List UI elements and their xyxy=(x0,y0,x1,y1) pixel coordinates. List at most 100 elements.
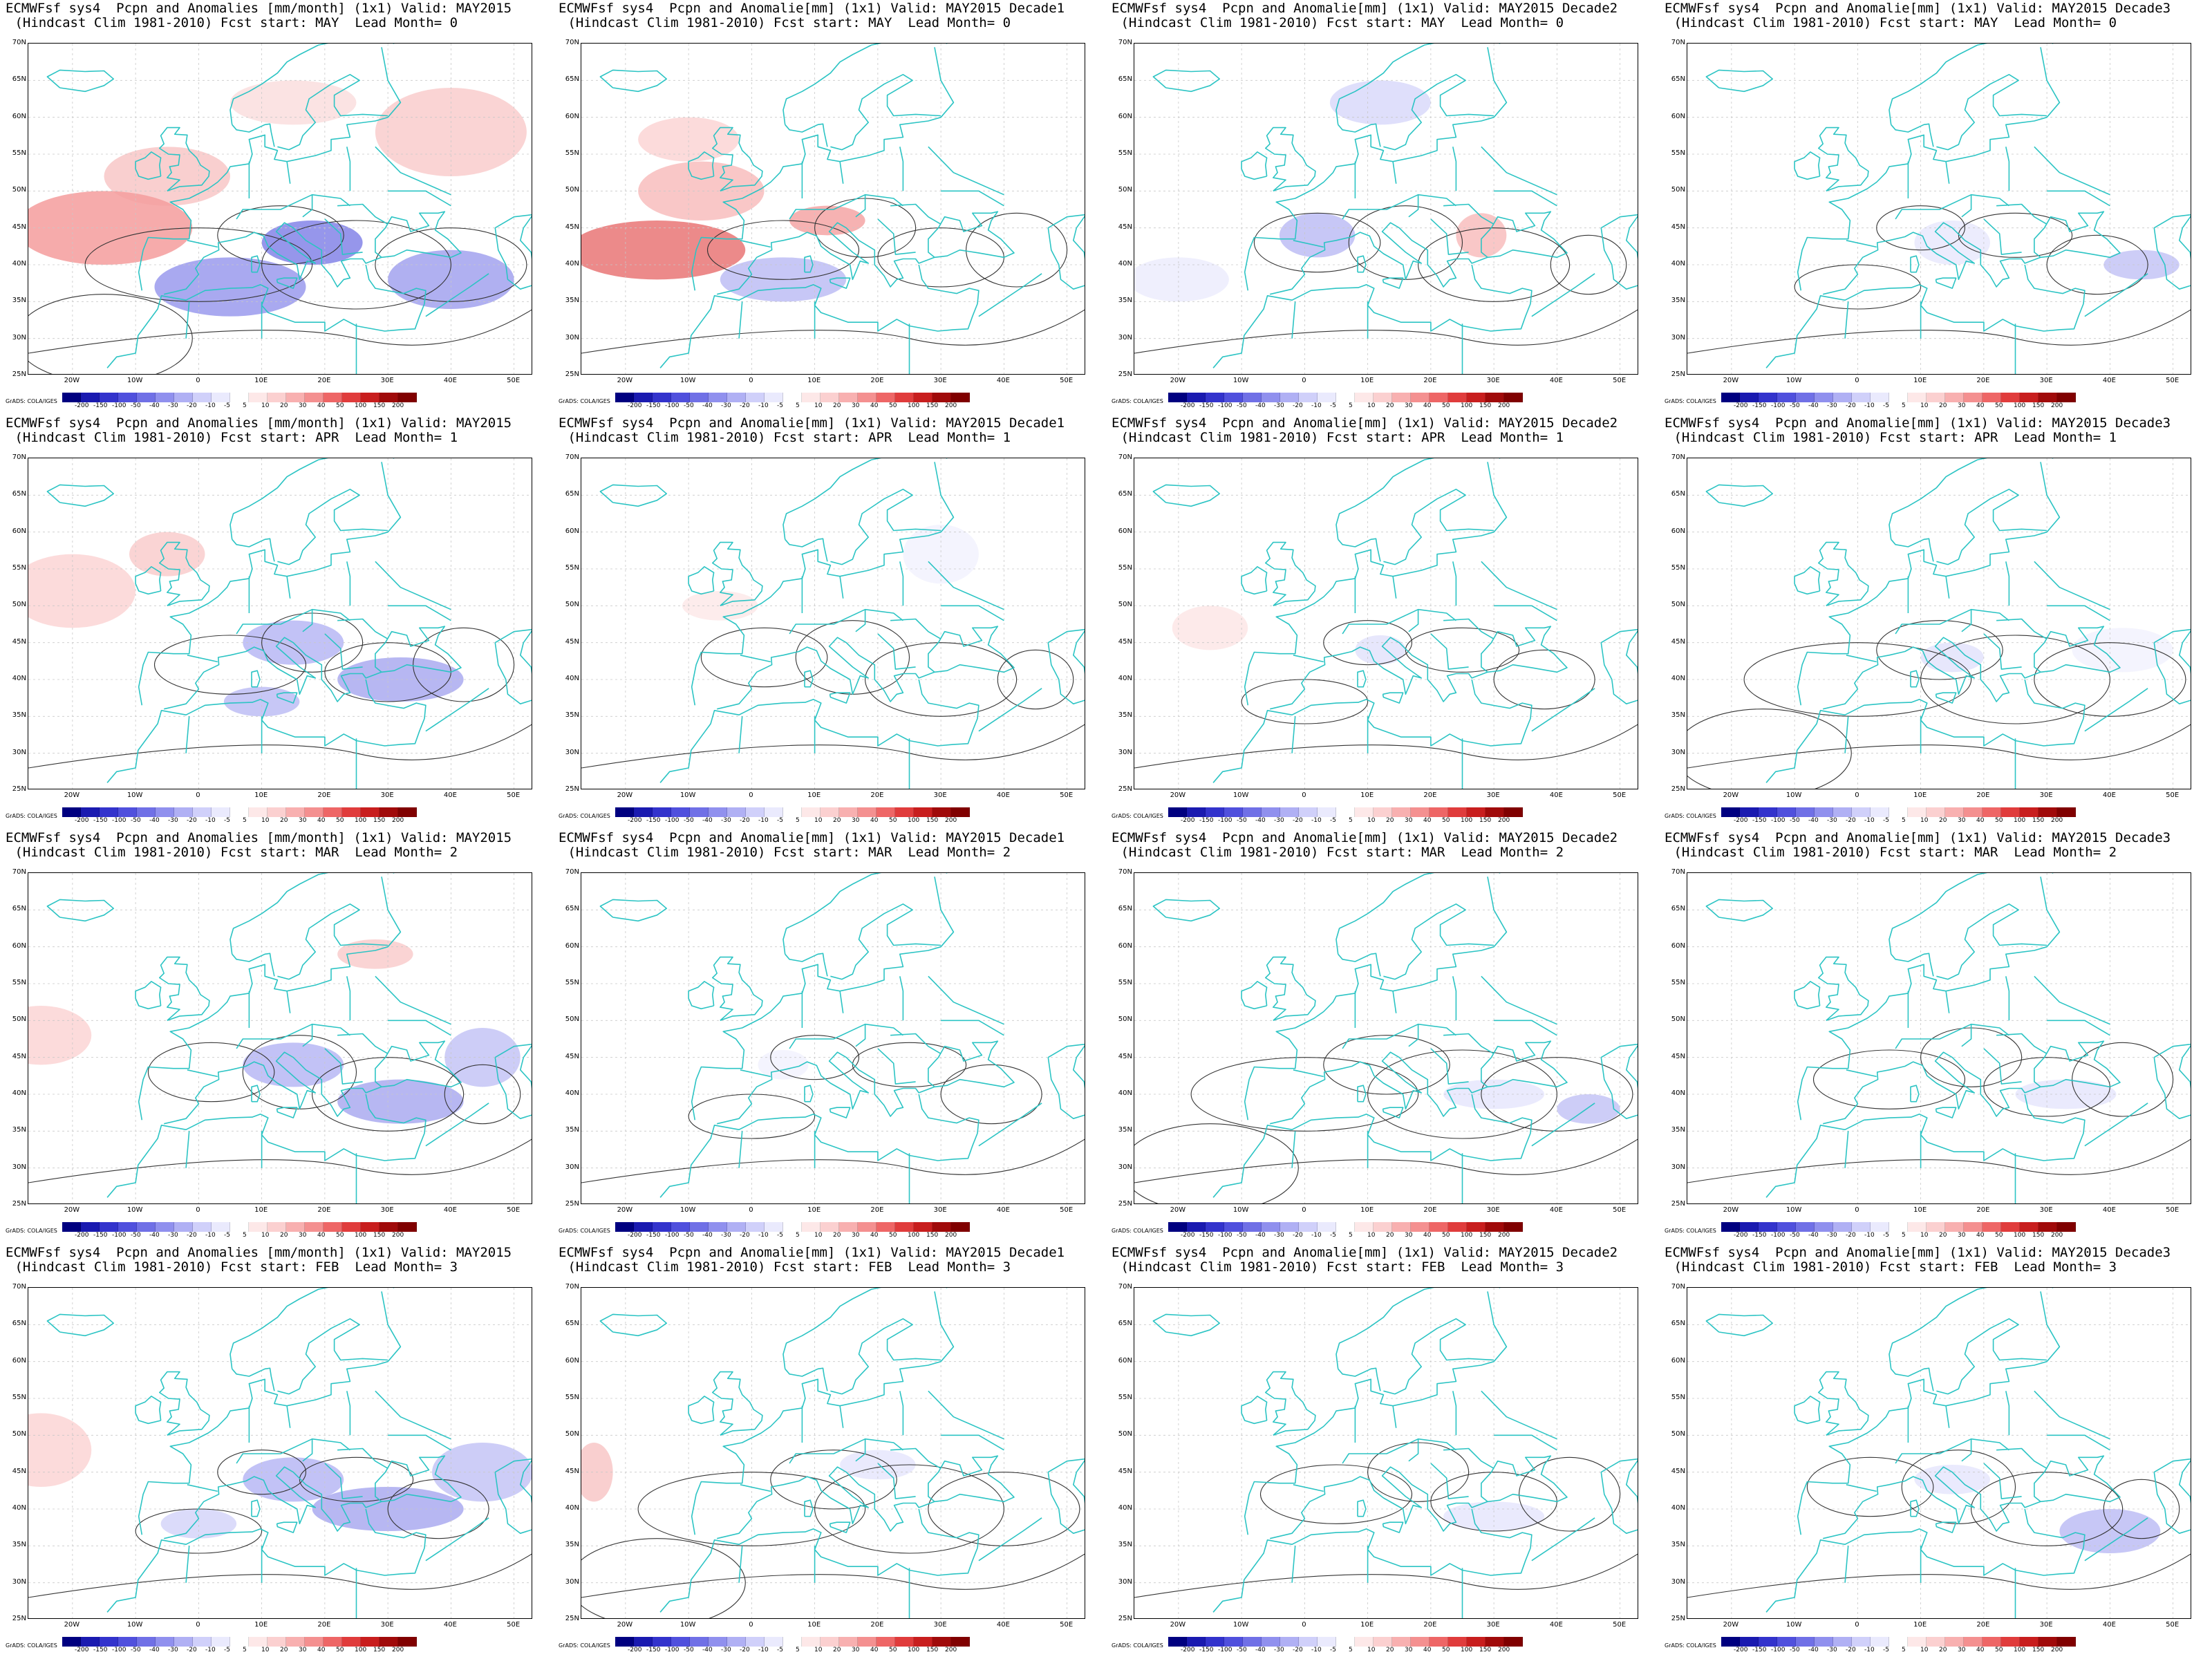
coastline xyxy=(2084,1517,2148,1562)
lon-tick-label: 50E xyxy=(1613,1206,1627,1214)
lon-tick-label: 30E xyxy=(1486,1621,1500,1629)
precip-contour xyxy=(28,724,532,769)
colorbar-swatch: 40 xyxy=(305,1637,325,1653)
colorbar-label: 150 xyxy=(926,1232,939,1239)
coastline xyxy=(106,1094,427,1198)
coastline xyxy=(978,1103,1042,1147)
colorbar-label: 40 xyxy=(1976,1232,1985,1239)
colorbar-label: 10 xyxy=(814,817,823,824)
coastline xyxy=(1705,899,1773,922)
coastline xyxy=(229,873,395,955)
coastline xyxy=(1945,161,1950,184)
colorbar-swatch: 10 xyxy=(802,393,822,409)
colorbar-label: 100 xyxy=(1461,1232,1473,1239)
precip-contour xyxy=(1348,205,1463,280)
lat-tick-label: 25N xyxy=(565,1615,579,1622)
lat-tick-label: 65N xyxy=(565,1320,579,1328)
colorbar-label: 200 xyxy=(1498,817,1510,824)
coastline xyxy=(1846,240,1877,248)
coastline xyxy=(717,1455,1015,1539)
coastline xyxy=(804,670,814,688)
colorbar-label: 10 xyxy=(1920,1232,1929,1239)
precip-contour xyxy=(1134,1123,1299,1203)
coastline xyxy=(830,488,941,565)
lat-tick-label: 60N xyxy=(1671,112,1685,120)
anomaly-shading xyxy=(28,191,193,265)
colorbar-label: -100 xyxy=(665,402,679,409)
colorbar-label: -150 xyxy=(1752,1647,1767,1653)
coastline xyxy=(1342,194,1456,220)
lat-tick-label: 35N xyxy=(12,1126,26,1134)
colorbar-label: 30 xyxy=(299,817,307,824)
coastline xyxy=(1383,73,1494,151)
coastline xyxy=(1152,899,1220,922)
colorbar-swatch: -30 xyxy=(709,393,731,409)
lat-tick-label: 45N xyxy=(565,637,579,646)
lat-tick-label: 25N xyxy=(1671,371,1685,378)
lon-tick-label: 10E xyxy=(1913,377,1927,384)
map-panel: ECMWFsf sys4 Pcpn and Anomalie[mm] (1x1)… xyxy=(553,415,1106,830)
coastline xyxy=(232,538,275,562)
colorbar-label: 5 xyxy=(1349,1647,1353,1653)
colorbar-swatch: -200 xyxy=(615,393,641,409)
colorbar-label: 200 xyxy=(392,1647,404,1653)
lon-tick-label: 10E xyxy=(807,1206,821,1214)
colorbar-label: 30 xyxy=(299,1647,307,1653)
colorbar-label: 200 xyxy=(2051,1232,2063,1239)
lat-tick-label: 65N xyxy=(1671,490,1685,498)
coastline xyxy=(494,214,532,290)
colorbar-label: -100 xyxy=(1218,402,1232,409)
colorbar-swatch: 10 xyxy=(1355,393,1375,409)
colorbar-label: -20 xyxy=(187,402,197,409)
lon-tick-label: 10W xyxy=(1232,1621,1249,1629)
coastline xyxy=(346,1391,351,1436)
coastline xyxy=(855,609,866,632)
colorbar-label: 40 xyxy=(1976,817,1985,824)
colorbar-swatch: 150 xyxy=(914,1637,938,1653)
colorbar-label: -20 xyxy=(1293,817,1303,824)
colorbar-label: 150 xyxy=(2032,817,2045,824)
coastline xyxy=(1888,1288,2054,1369)
lat-tick-label: 50N xyxy=(1671,1015,1685,1024)
precip-contour xyxy=(2072,1042,2174,1117)
coastline xyxy=(712,1371,763,1436)
map-frame xyxy=(1687,458,2191,789)
colorbar-swatch: 30 xyxy=(1392,1637,1412,1653)
precip-contour xyxy=(1134,1138,1638,1183)
colorbar-swatch: 10 xyxy=(1355,1222,1375,1239)
coastline xyxy=(1818,541,1869,607)
lon-tick-label: 20W xyxy=(617,377,633,384)
coastline xyxy=(1910,255,1920,273)
colorbar-swatch: 10 xyxy=(249,807,269,824)
coastline xyxy=(804,255,814,273)
colorbar-swatch: -10 xyxy=(193,1637,216,1653)
lat-tick-label: 55N xyxy=(1671,564,1685,572)
coastline xyxy=(494,1458,532,1535)
coastline xyxy=(1531,1103,1595,1147)
colorbar-label: 10 xyxy=(261,817,270,824)
lat-tick-label: 60N xyxy=(12,527,26,535)
colorbar-label: 20 xyxy=(833,1647,841,1653)
map-frame xyxy=(1687,43,2191,375)
colorbar-swatch: -30 xyxy=(1262,807,1284,824)
colorbar-label: 150 xyxy=(373,402,386,409)
colorbar-swatch: -150 xyxy=(81,1222,107,1239)
map-panel: ECMWFsf sys4 Pcpn and Anomalie[mm] (1x1)… xyxy=(1106,830,1659,1244)
map-canvas xyxy=(1134,873,1638,1203)
coastline xyxy=(302,194,313,218)
colorbar-swatch: 30 xyxy=(1945,1222,1965,1239)
colorbar-swatch: 20 xyxy=(268,1222,288,1239)
colorbar-label: 10 xyxy=(1367,817,1376,824)
colorbar-swatch: -20 xyxy=(174,1637,197,1653)
colorbar-swatch: 20 xyxy=(821,807,841,824)
lat-tick-label: 55N xyxy=(565,1394,579,1401)
colorbar-label: 50 xyxy=(1995,1232,2003,1239)
colorbar-label: -150 xyxy=(646,1232,661,1239)
colorbar-label: 200 xyxy=(945,1647,957,1653)
lat-tick-label: 25N xyxy=(12,1615,26,1622)
grads-credit: GrADS: COLA/IGES xyxy=(6,1642,57,1649)
lon-tick-label: 20W xyxy=(1170,377,1186,384)
coastline xyxy=(789,608,903,635)
coastline xyxy=(381,47,402,118)
coastline xyxy=(1293,1069,1324,1078)
